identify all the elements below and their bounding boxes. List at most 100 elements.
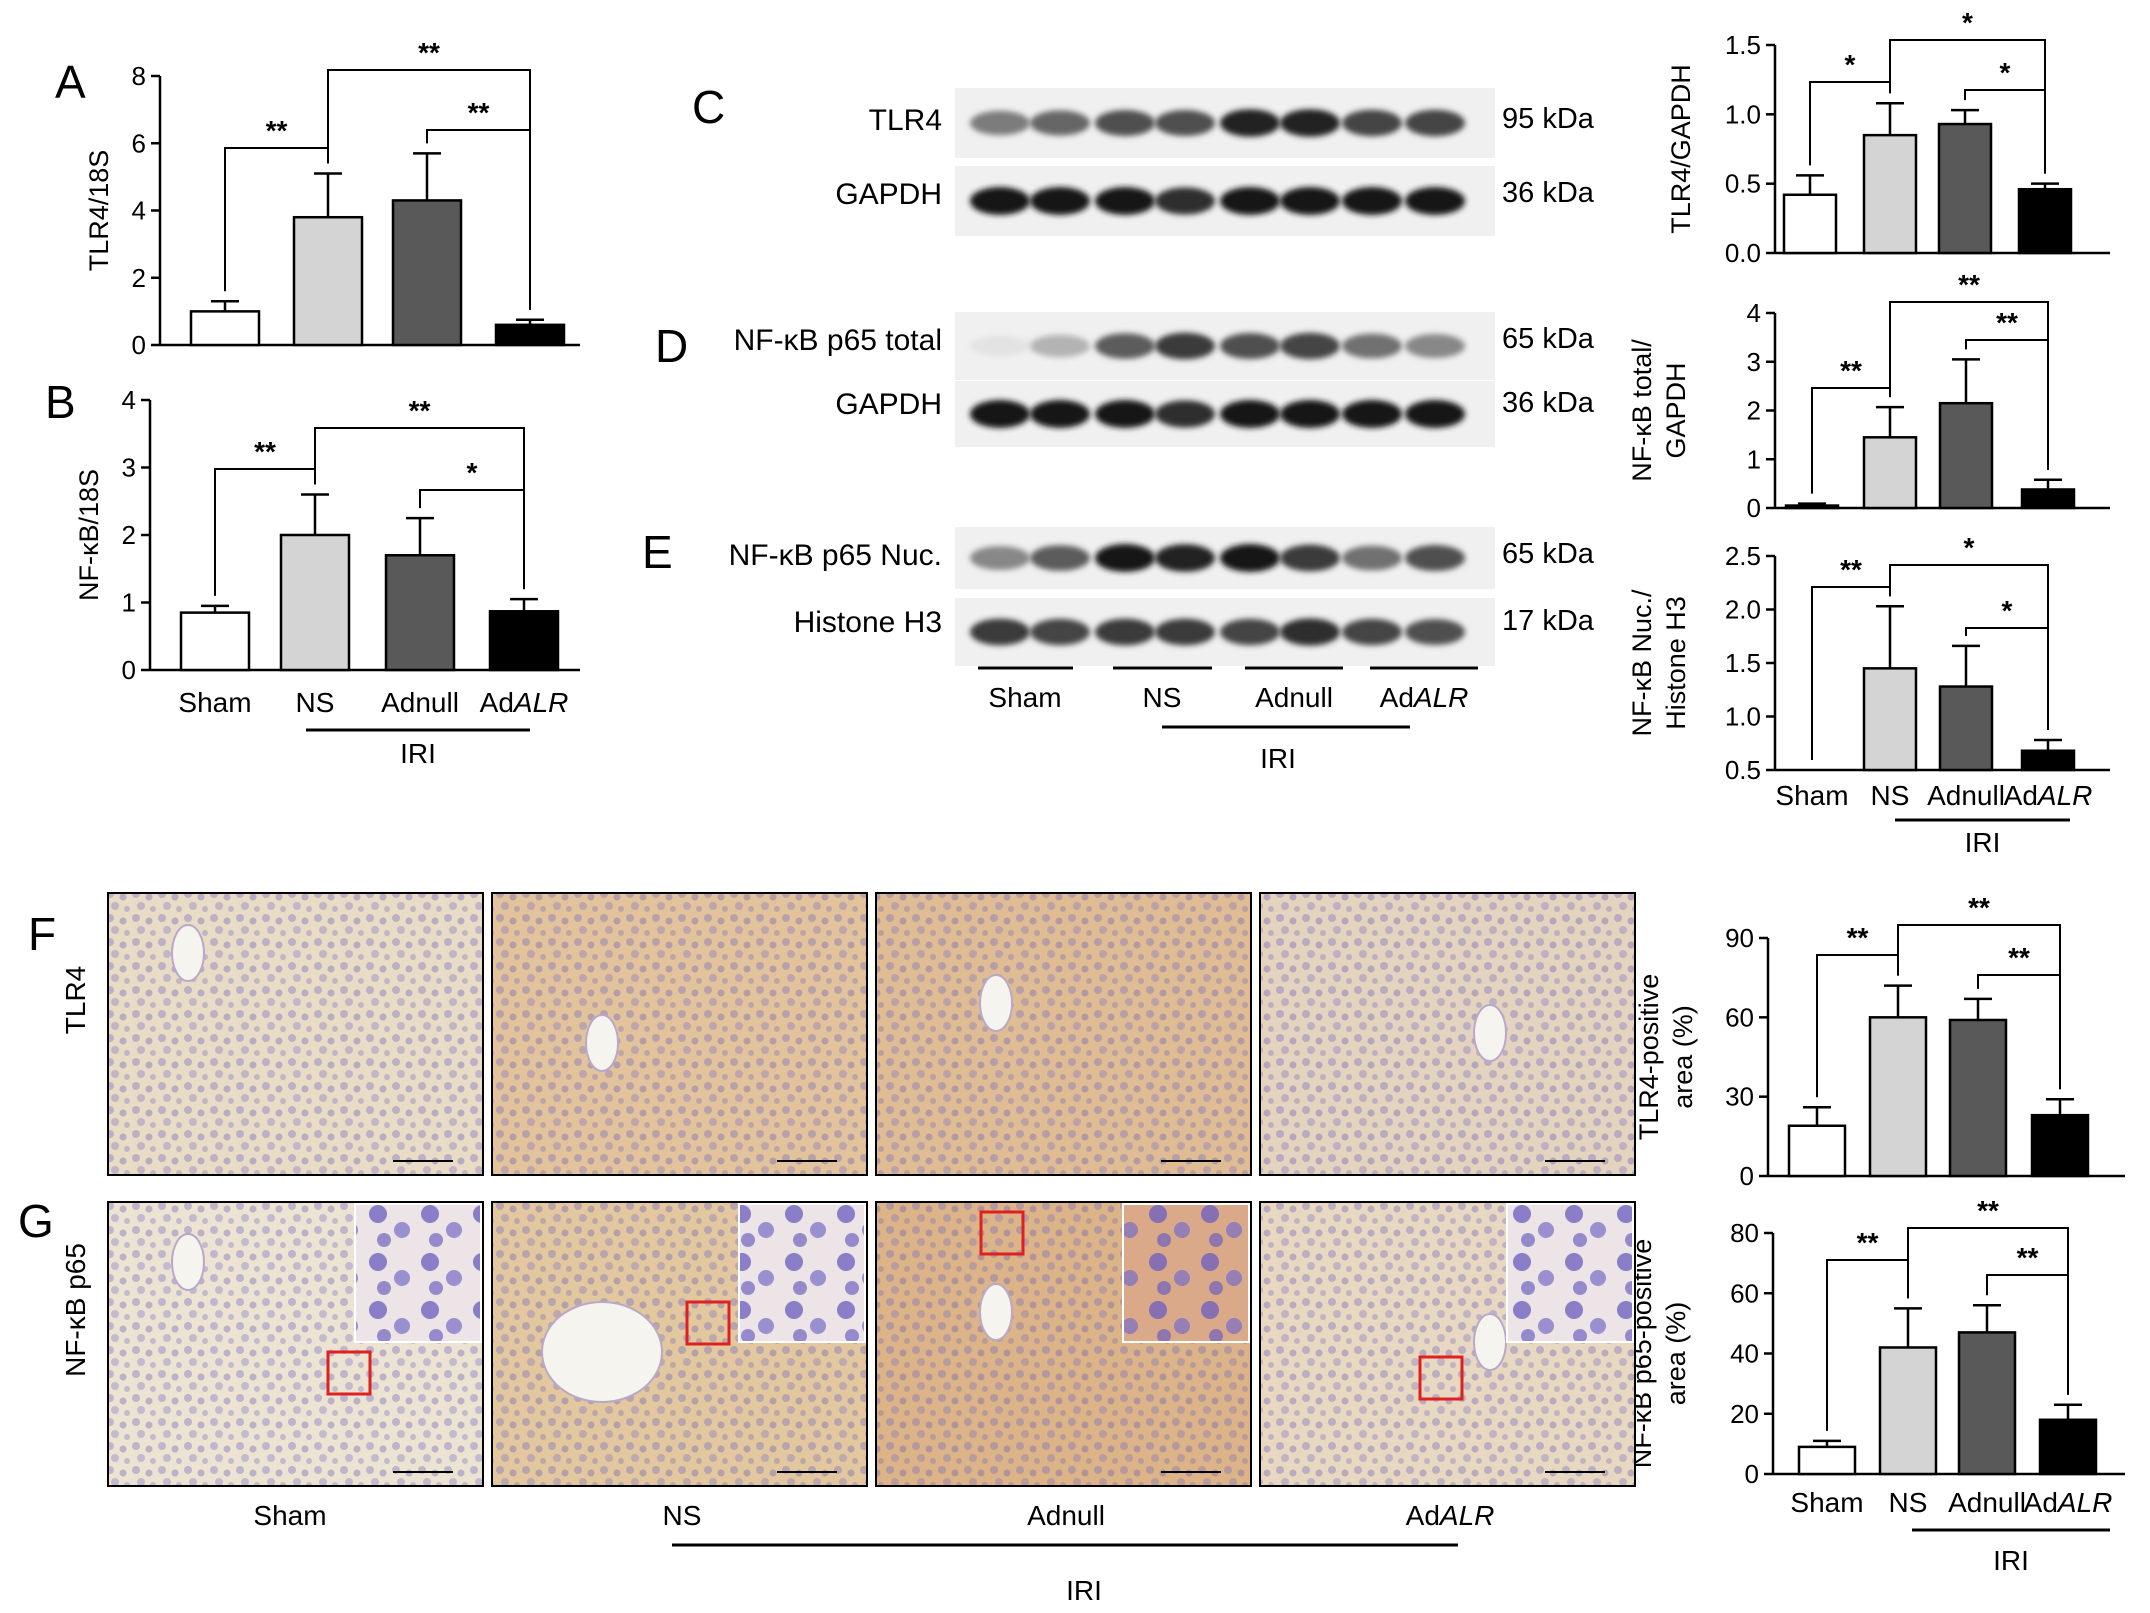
ihc-col-label-ns: NS (663, 1500, 702, 1531)
chart-e-bar-ns (1862, 667, 1918, 772)
chart-d-y-tick-label: 3 (1747, 347, 1761, 377)
chart-b-y-tick-label: 1 (122, 588, 136, 618)
ihc-vessel-lumen (979, 974, 1013, 1032)
ihc-row-label-nfkb: NF-κB p65 (60, 1243, 91, 1377)
blot-band (970, 546, 1030, 570)
blot-lane-sham: Sham (988, 682, 1061, 713)
chart-b-y-tick-label: 4 (122, 385, 136, 415)
blot-protein-label: NF-κB p65 Nuc. (729, 539, 942, 572)
chart-f-y-tick-label: 60 (1725, 1002, 1754, 1032)
panel-label-d: D (655, 320, 688, 372)
blot-band (1155, 400, 1215, 428)
ihc-panel-nuclei-texture (108, 893, 483, 1175)
chart-d-y-tick-label: 0 (1747, 493, 1761, 523)
ihc-vessel-lumen (171, 1233, 205, 1291)
chart-e-y-axis-label: NF-κB Nuc./ (1627, 589, 1657, 737)
blot-band (1030, 110, 1090, 136)
chart-f-tlr4-positive-area: 0 30 60 90 TLR4-positive area (%) ** ** ** (1634, 892, 2125, 1191)
ihc-roi-box (1418, 1355, 1464, 1401)
blot-band (1030, 334, 1090, 358)
ihc-panel-nuclei-texture (876, 893, 1251, 1175)
chart-c-y-tick-label: 0.0 (1725, 238, 1761, 268)
blot-band (1405, 109, 1465, 137)
blot-kda-label: 65 kDa (1502, 323, 1595, 355)
blot-band (1095, 110, 1155, 136)
chart-d-y-tick-label: 4 (1747, 298, 1761, 328)
blot-band (1030, 187, 1090, 215)
blot-band (1220, 544, 1280, 572)
blot-band (1342, 109, 1402, 137)
ihc-panel-border (1259, 1201, 1636, 1487)
ihc-inset-nuclei (1507, 1204, 1633, 1342)
chart-e-y-tick-label: 1.0 (1725, 702, 1761, 732)
blot-band (1155, 618, 1215, 646)
chart-e-bar-adalr (2020, 749, 2076, 772)
ihc-inset-nuclei (355, 1204, 481, 1342)
chart-g-iri-label: IRI (1993, 1545, 2029, 1576)
chart-f-bar-ns (1868, 1016, 1928, 1178)
blot-protein-label: TLR4 (869, 104, 942, 137)
chart-b-y-axis-label: NF-κB/18S (74, 469, 104, 601)
chart-f-y-axis-label: area (%) (1668, 1005, 1698, 1109)
ihc-row-label-tlr4: TLR4 (60, 966, 91, 1034)
chart-d-y-tick-label: 2 (1747, 396, 1761, 426)
blot-band (1220, 333, 1280, 359)
blot-protein-label: GAPDH (835, 388, 942, 421)
chart-g-bar-ns (1878, 1346, 1938, 1476)
chart-d-bar-sham (1784, 504, 1840, 510)
chart-c-sig-label: * (1845, 49, 1856, 80)
blot-band (970, 110, 1030, 136)
blot-band (1030, 400, 1090, 428)
chart-b-x-tick-label-sham: Sham (178, 687, 251, 718)
blot-band (1220, 400, 1280, 428)
chart-d-bar-adalr (2020, 488, 2076, 510)
chart-e-x-tick-label-sham: Sham (1775, 780, 1848, 811)
chart-a-y-tick-label: 2 (132, 263, 146, 293)
ihc-vessel-lumen (585, 1014, 619, 1072)
chart-d-sig-label: ** (1840, 355, 1862, 386)
chart-g-y-tick-label: 80 (1730, 1218, 1759, 1248)
chart-f-sig-label: ** (1968, 892, 1990, 923)
chart-d-y-axis-label: GAPDH (1661, 362, 1691, 458)
chart-f-bar-sham (1787, 1124, 1847, 1178)
blot-band (1220, 109, 1280, 137)
chart-f-bar-adalr (2030, 1113, 2090, 1178)
chart-f-y-axis-label: TLR4-positive (1634, 974, 1664, 1141)
chart-c-bar-adalr (2017, 187, 2073, 255)
chart-c-bar-ns (1862, 133, 1918, 255)
chart-f-y-tick-label: 0 (1740, 1161, 1754, 1191)
chart-b-sig-bracket (419, 489, 525, 590)
blot-lane-ns: NS (1143, 682, 1182, 713)
chart-e-y-axis-label: Histone H3 (1661, 596, 1691, 730)
chart-a-sig-label: ** (266, 115, 288, 146)
blot-band (1342, 187, 1402, 215)
ihc-roi-box (326, 1350, 372, 1396)
chart-e-sig-label: * (1964, 532, 1975, 563)
chart-a-bar-sham (189, 310, 261, 347)
blot-kda-label: 65 kDa (1502, 538, 1595, 570)
blot-lane-adnull: Adnull (1255, 682, 1333, 713)
chart-a-tlr4-18s: 0 2 4 6 8 TLR4/18S ** ** ** (84, 37, 580, 360)
blot-band (1030, 545, 1090, 571)
chart-a-y-tick-label: 4 (132, 196, 146, 226)
blot-kda-label: 36 kDa (1502, 177, 1595, 209)
panel-label-e: E (642, 526, 673, 578)
panel-label-g: G (18, 1195, 54, 1247)
chart-b-y-tick-label: 0 (122, 655, 136, 685)
chart-b-bar-adalr (488, 610, 560, 672)
ihc-roi-box (979, 1210, 1025, 1256)
blot-band (1405, 545, 1465, 571)
chart-b-bar-ns (279, 533, 351, 672)
chart-d-y-tick-label: 1 (1747, 444, 1761, 474)
chart-f-sig-bracket (1977, 974, 2061, 1090)
chart-e-sig-label: ** (1840, 554, 1862, 585)
blot-band (970, 187, 1030, 215)
ihc-inset-border (1122, 1203, 1250, 1343)
panel-label-b: B (45, 376, 76, 428)
blot-kda-label: 36 kDa (1502, 387, 1595, 419)
chart-a-y-tick-label: 8 (132, 61, 146, 91)
chart-e-y-tick-label: 1.5 (1725, 648, 1761, 678)
chart-g-x-tick-label-adalr: AdALR (2024, 1487, 2113, 1518)
chart-e-y-tick-label: 2.5 (1725, 541, 1761, 571)
